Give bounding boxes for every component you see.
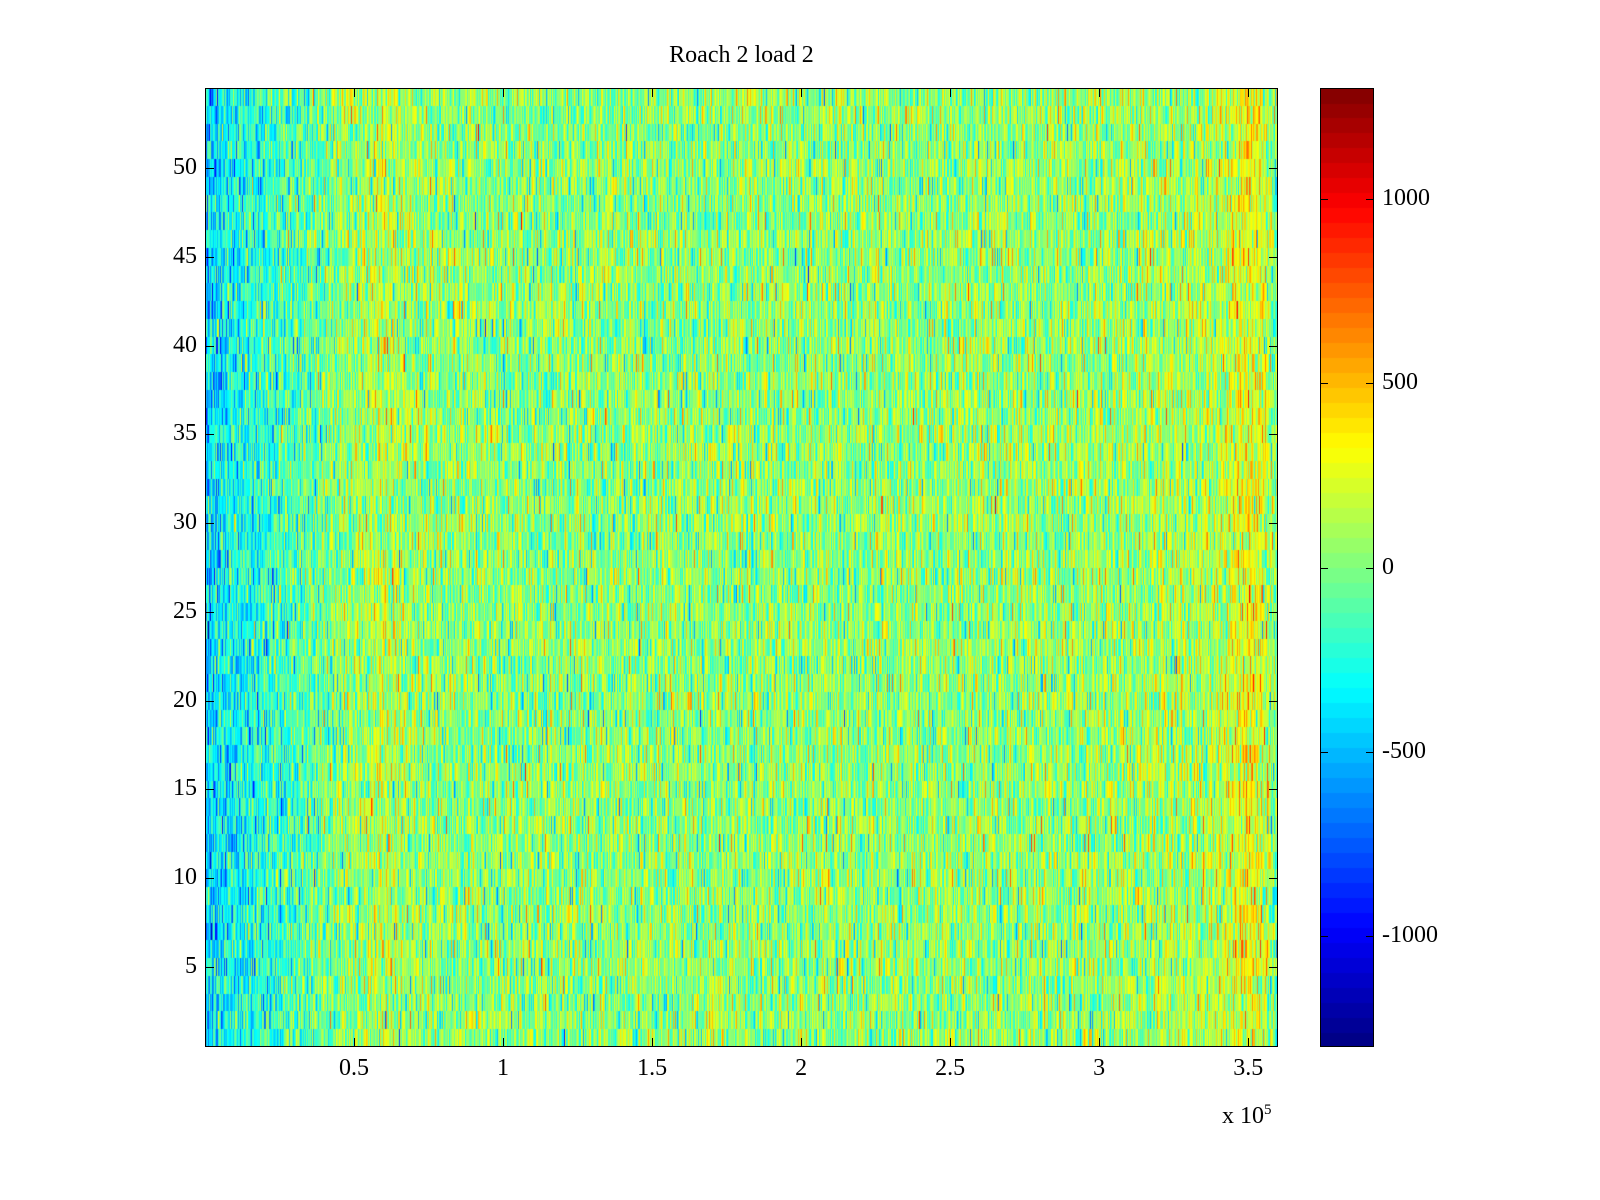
x-tick-label: 1 (497, 1055, 510, 1081)
y-tick-label: 20 (173, 686, 197, 713)
y-tick-mark (205, 611, 214, 613)
y-tick-mark (205, 700, 214, 702)
y-tick-mark (1269, 789, 1278, 791)
x-multiplier-exponent: 5 (1264, 1102, 1272, 1118)
y-tick-mark (205, 345, 214, 347)
colorbar-tick-label: -1000 (1382, 922, 1438, 949)
x-multiplier: x 105 (1222, 1102, 1272, 1130)
y-tick-label: 40 (173, 331, 197, 358)
y-tick-label: 5 (185, 953, 197, 980)
x-tick-mark (950, 88, 952, 97)
y-tick-mark (205, 167, 214, 169)
colorbar-tick-mark (1320, 383, 1328, 385)
plot-area (205, 88, 1278, 1047)
x-tick-mark (801, 1038, 803, 1047)
y-tick-label: 35 (173, 420, 197, 447)
y-tick-mark (1269, 167, 1278, 169)
x-tick-mark (1248, 1038, 1250, 1047)
y-tick-mark (205, 967, 214, 969)
x-tick-mark (354, 1038, 356, 1047)
chart-title: Roach 2 load 2 (669, 42, 814, 68)
y-tick-mark (205, 789, 214, 791)
y-tick-label: 50 (173, 153, 197, 180)
colorbar-tick-mark (1320, 198, 1328, 200)
colorbar-tick-label: 0 (1382, 553, 1394, 580)
y-tick-mark (205, 256, 214, 258)
x-tick-mark (801, 88, 803, 97)
y-tick-mark (1269, 611, 1278, 613)
y-tick-mark (1269, 967, 1278, 969)
x-tick-label: 1.5 (637, 1055, 668, 1081)
colorbar-tick-mark (1320, 751, 1328, 753)
colorbar-tick-mark (1366, 936, 1374, 938)
colorbar-gradient (1320, 88, 1374, 1047)
y-tick-mark (205, 434, 214, 436)
colorbar-tick-label: 500 (1382, 369, 1418, 396)
y-tick-mark (1269, 700, 1278, 702)
x-tick-mark (652, 1038, 654, 1047)
x-tick-mark (652, 88, 654, 97)
y-tick-mark (1269, 434, 1278, 436)
y-tick-mark (205, 878, 214, 880)
heatmap-image (205, 88, 1278, 1047)
x-tick-mark (354, 88, 356, 97)
colorbar-tick-mark (1320, 936, 1328, 938)
x-tick-label: 0.5 (339, 1055, 370, 1081)
x-multiplier-base: x 10 (1222, 1103, 1264, 1129)
x-tick-label: 3.5 (1233, 1055, 1264, 1081)
y-tick-mark (1269, 878, 1278, 880)
y-tick-mark (1269, 256, 1278, 258)
x-tick-label: 2.5 (935, 1055, 966, 1081)
y-tick-label: 10 (173, 864, 197, 891)
y-tick-mark (205, 523, 214, 525)
colorbar-tick-mark (1366, 198, 1374, 200)
x-tick-mark (950, 1038, 952, 1047)
x-tick-mark (503, 88, 505, 97)
y-tick-mark (1269, 345, 1278, 347)
x-tick-mark (1099, 1038, 1101, 1047)
x-tick-mark (1248, 88, 1250, 97)
x-tick-mark (1099, 88, 1101, 97)
x-tick-label: 3 (1093, 1055, 1106, 1081)
colorbar-tick-mark (1366, 567, 1374, 569)
y-tick-label: 30 (173, 509, 197, 536)
colorbar-tick-label: 1000 (1382, 184, 1430, 211)
colorbar-tick-mark (1366, 383, 1374, 385)
y-tick-label: 15 (173, 775, 197, 802)
y-tick-label: 25 (173, 597, 197, 624)
y-tick-label: 45 (173, 242, 197, 269)
y-tick-mark (1269, 523, 1278, 525)
colorbar-tick-mark (1366, 751, 1374, 753)
x-tick-label: 2 (795, 1055, 808, 1081)
x-tick-mark (503, 1038, 505, 1047)
colorbar-tick-mark (1320, 567, 1328, 569)
colorbar-tick-label: -500 (1382, 737, 1426, 764)
